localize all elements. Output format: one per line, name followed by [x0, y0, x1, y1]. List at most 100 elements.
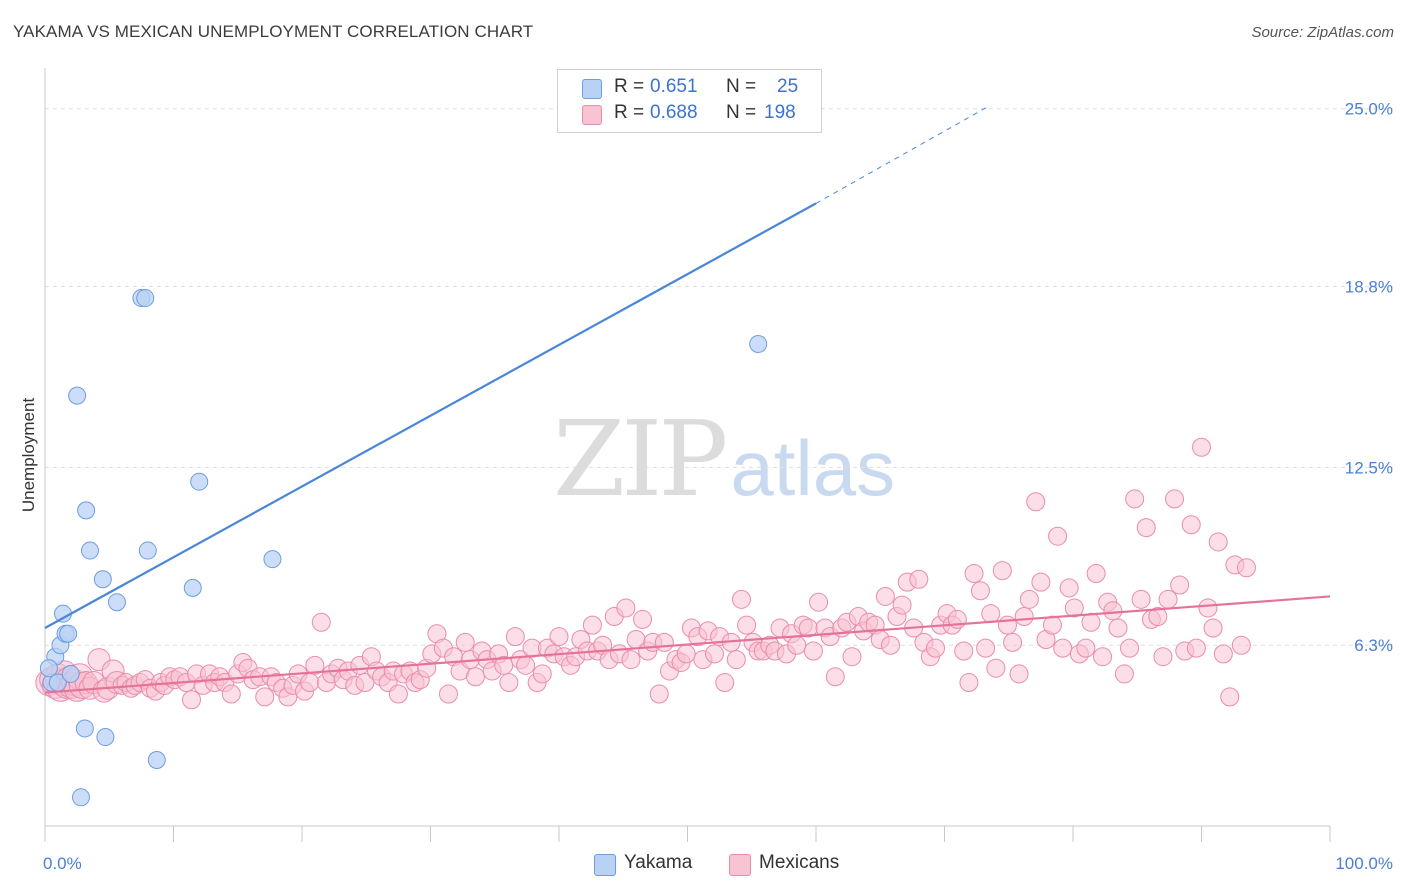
mexicans-point: [255, 687, 275, 707]
mexicans-point: [300, 673, 320, 693]
mexicans-point: [388, 684, 408, 704]
mexicans-point: [1053, 638, 1073, 658]
yakama-point: [96, 728, 115, 747]
mexicans-point: [1192, 437, 1211, 457]
yakama-point: [136, 289, 155, 308]
mexicans-point: [1093, 647, 1113, 667]
mexicans-point: [1048, 526, 1068, 546]
y-tick-label: 18.8%: [1345, 278, 1393, 297]
mexicans-point: [997, 615, 1017, 635]
mexicans-point: [959, 673, 979, 693]
mexicans-point: [1231, 635, 1251, 655]
yakama-point: [749, 334, 768, 353]
mexicans-point: [1114, 664, 1134, 684]
mexicans-point: [549, 627, 569, 647]
mexicans-point: [954, 641, 974, 661]
yakama-trendline: [44, 202, 817, 629]
mexicans-point: [986, 658, 1006, 678]
legend-r-value: 0.651: [650, 76, 698, 97]
mexicans-point: [676, 644, 696, 664]
mexicans-point: [892, 595, 912, 615]
yakama-point: [107, 593, 126, 612]
mexicans-point: [1042, 615, 1062, 635]
mexicans-point: [355, 673, 375, 693]
source-label: Source: ZipAtlas.com: [1251, 24, 1394, 41]
yakama-trendline-extension: [815, 105, 990, 204]
mexicans-point: [499, 673, 519, 693]
legend-r-label: R =: [614, 102, 645, 123]
yakama-point: [263, 550, 282, 569]
legend-swatch-yakama: [582, 79, 602, 99]
bottom-legend-swatch-mexicans: [729, 854, 751, 876]
mexicans-point: [1136, 518, 1156, 538]
mexicans-point: [221, 684, 241, 704]
mexicans-point: [1153, 647, 1173, 667]
yakama-point: [147, 751, 166, 770]
mexicans-point: [1125, 489, 1145, 509]
yakama-point: [61, 664, 80, 683]
mexicans-point: [505, 627, 525, 647]
mexicans-point: [1208, 532, 1228, 552]
mexicans-trendline: [44, 595, 1331, 694]
mexicans-point: [731, 589, 751, 609]
mexicans-point: [516, 655, 536, 675]
mexicans-point: [1086, 564, 1106, 584]
mexicans-point: [654, 632, 674, 652]
mexicans-point: [1170, 575, 1190, 595]
mexicans-point: [1131, 589, 1151, 609]
yakama-point: [75, 719, 94, 738]
mexicans-point: [494, 655, 514, 675]
mexicans-point: [633, 609, 653, 629]
mexicans-point: [1076, 638, 1096, 658]
yakama-point: [183, 578, 202, 597]
mexicans-point: [1213, 644, 1233, 664]
mexicans-point: [704, 644, 724, 664]
yakama-point: [138, 541, 157, 560]
watermark: ZIPatlas: [553, 398, 895, 520]
mexicans-point: [715, 673, 735, 693]
mexicans-point: [649, 684, 669, 704]
y-tick-label: 25.0%: [1345, 100, 1393, 119]
mexicans-point: [1120, 638, 1140, 658]
mexicans-point: [1158, 589, 1178, 609]
legend-r-label: R =: [614, 76, 645, 97]
mexicans-point: [1203, 618, 1223, 638]
gridlines: [45, 108, 1395, 646]
mexicans-point: [981, 604, 1001, 624]
mexicans-point: [842, 647, 862, 667]
mexicans-point: [737, 615, 757, 635]
yakama-point: [190, 472, 209, 491]
yakama-point: [80, 541, 99, 560]
mexicans-point: [1186, 638, 1206, 658]
mexicans-point: [1059, 578, 1079, 598]
mexicans-point: [616, 598, 636, 618]
yakama-point: [93, 570, 112, 589]
mexicans-point: [1236, 558, 1256, 578]
mexicans-point: [1026, 492, 1046, 512]
mexicans-point: [455, 632, 475, 652]
mexicans-point: [438, 684, 458, 704]
mexicans-point: [1103, 601, 1123, 621]
watermark-zip: ZIP: [553, 398, 728, 520]
mexicans-point: [787, 635, 807, 655]
mexicans-point: [311, 612, 331, 632]
mexicans-point: [926, 638, 946, 658]
mexicans-point: [532, 664, 552, 684]
yakama-point: [71, 788, 90, 807]
trendlines: [44, 105, 1331, 694]
watermark-atlas: atlas: [730, 424, 896, 512]
mexicans-point: [465, 667, 485, 687]
mexicans-point: [1198, 598, 1218, 618]
mexicans-point: [875, 586, 895, 606]
yakama-point: [68, 386, 87, 405]
yakama-point: [59, 624, 78, 643]
legend-n-label: N =: [726, 102, 757, 123]
mexicans-point: [1003, 632, 1023, 652]
mexicans-point: [1019, 589, 1039, 609]
bottom-legend-label-mexicans: Mexicans: [759, 852, 840, 873]
mexicans-point: [1181, 515, 1201, 535]
y-tick-label: 6.3%: [1354, 636, 1393, 655]
mexicans-point: [1165, 489, 1185, 509]
legend-swatch-mexicans: [582, 105, 602, 125]
